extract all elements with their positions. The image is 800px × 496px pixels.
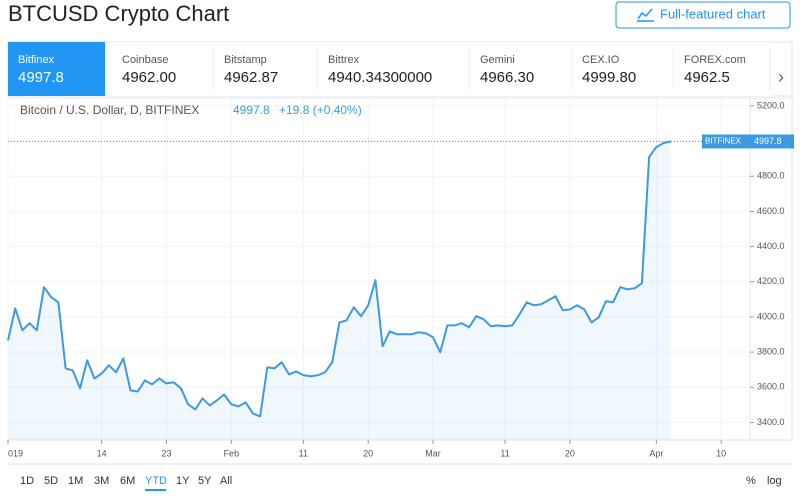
tab[interactable] [8, 42, 105, 96]
price-line [7, 140, 672, 418]
y-tick-label: 3800.0 [757, 346, 785, 356]
y-tick-label: 4600.0 [757, 206, 785, 216]
tab[interactable] [572, 42, 674, 96]
x-tick-label: Mar [425, 448, 441, 458]
tab-name: Bittrex [328, 54, 360, 66]
tab-price: 4997.8 [18, 69, 64, 86]
x-tick-label: 11 [299, 448, 308, 458]
x-tick-label: 23 [161, 448, 171, 458]
scale-toggle[interactable]: log [767, 475, 782, 487]
symbol: Bitcoin / U.S. Dollar, D, BITFINEX [20, 103, 199, 117]
title: BTCUSD Crypto Chart [8, 1, 229, 26]
range-button[interactable]: All [220, 475, 232, 487]
y-tick-label: 4400.0 [757, 241, 785, 251]
y-tick-label: 3600.0 [757, 382, 785, 392]
tab[interactable] [112, 42, 214, 96]
range-button[interactable]: 5D [44, 475, 58, 487]
button-label: Full-featured chart [660, 6, 766, 21]
range-button[interactable]: 1Y [176, 475, 190, 487]
x-tick-label: Apr [649, 448, 663, 458]
tab-name: Bitstamp [224, 54, 267, 66]
tab-price: 4962.87 [224, 69, 278, 86]
tab-name: FOREX.com [684, 54, 746, 66]
area [8, 141, 671, 440]
x-tick-label: Feb [224, 448, 240, 458]
x-tick-label: 10 [716, 448, 726, 458]
y-tick-label: 5200.0 [757, 100, 785, 110]
y-tick-label: 4800.0 [757, 171, 785, 181]
tab-name: Bitfinex [18, 54, 55, 66]
tab-name: CEX.IO [582, 54, 620, 66]
x-tick-label: 019 [8, 448, 23, 458]
y-tick-label: 4200.0 [757, 276, 785, 286]
tab[interactable] [674, 42, 770, 96]
price-tag-name: BITFINEX [705, 137, 742, 146]
y-tick-label: 3400.0 [757, 417, 785, 427]
tab[interactable] [318, 42, 470, 96]
range-button[interactable]: 1M [68, 475, 83, 487]
x-tick-label: 20 [565, 448, 575, 458]
full-chart-button[interactable] [615, 1, 791, 29]
next-arrow[interactable]: › [778, 67, 784, 87]
plot-area [7, 97, 793, 441]
y-tick-label: 4000.0 [757, 311, 785, 321]
scale-toggle[interactable]: % [746, 475, 756, 487]
range-button[interactable]: 3M [94, 475, 109, 487]
range-button[interactable]: YTD [145, 475, 167, 487]
tab-price: 4966.30 [480, 69, 534, 86]
tab-price: 4999.80 [582, 69, 636, 86]
chart-icon [637, 8, 654, 22]
tab[interactable] [470, 42, 572, 96]
tab-name: Gemini [480, 54, 515, 66]
price-tag-value: 4997.8 [754, 136, 782, 146]
range-button[interactable]: 6M [120, 475, 135, 487]
tab-price: 4962.5 [684, 69, 730, 86]
change: +19.8 (+0.40%) [279, 103, 362, 117]
price-tag [702, 134, 794, 149]
tab[interactable] [214, 42, 318, 96]
range-button[interactable]: 1D [20, 475, 34, 487]
tab-price: 4962.00 [122, 69, 176, 86]
range-button[interactable]: 5Y [198, 475, 212, 487]
tab-name: Coinbase [122, 54, 168, 66]
last-price: 4997.8 [233, 103, 270, 117]
tab-price: 4940.34300000 [328, 69, 432, 86]
x-tick-label: 20 [363, 448, 373, 458]
x-tick-label: 14 [97, 448, 107, 458]
x-tick-label: 11 [500, 448, 509, 458]
